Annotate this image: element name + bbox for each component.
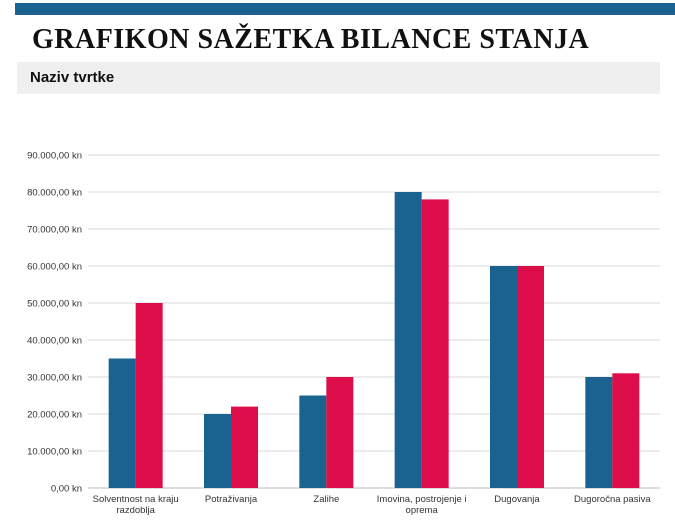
y-tick-label: 30.000,00 kn xyxy=(27,373,82,384)
x-tick-label: Solventnost na kraju razdoblja xyxy=(93,494,179,516)
company-name: Naziv tvrtke xyxy=(30,69,115,86)
y-tick-label: 80.000,00 kn xyxy=(27,188,82,199)
x-tick-label: Dugovanja xyxy=(494,494,540,505)
bar xyxy=(108,358,136,488)
bar xyxy=(612,373,640,488)
bar xyxy=(326,377,354,488)
y-tick-label: 50.000,00 kn xyxy=(27,299,82,310)
bar xyxy=(585,377,613,488)
bar xyxy=(299,395,327,488)
x-tick-label: Zalihe xyxy=(313,494,339,505)
page-title: GRAFIKON SAŽETKA BILANCE STANJA xyxy=(32,24,590,55)
y-tick-label: 90.000,00 kn xyxy=(27,151,82,162)
y-tick-label: 0,00 kn xyxy=(51,484,82,495)
y-tick-label: 20.000,00 kn xyxy=(27,410,82,421)
bar xyxy=(394,192,422,488)
x-tick-label: Imovina, postrojenje i oprema xyxy=(377,494,467,516)
bar xyxy=(204,414,231,488)
bar xyxy=(135,303,163,488)
company-name-bar: Naziv tvrtke xyxy=(17,62,660,94)
y-tick-label: 70.000,00 kn xyxy=(27,225,82,236)
top-accent-bar xyxy=(15,3,675,15)
y-tick-label: 60.000,00 kn xyxy=(27,262,82,273)
bar xyxy=(421,199,449,488)
x-tick-label: Dugoročna pasiva xyxy=(574,494,651,505)
y-tick-label: 10.000,00 kn xyxy=(27,447,82,458)
bar xyxy=(231,406,258,488)
x-tick-label: Potraživanja xyxy=(205,494,258,505)
bar xyxy=(490,266,517,488)
y-tick-label: 40.000,00 kn xyxy=(27,336,82,347)
bar xyxy=(517,266,544,488)
